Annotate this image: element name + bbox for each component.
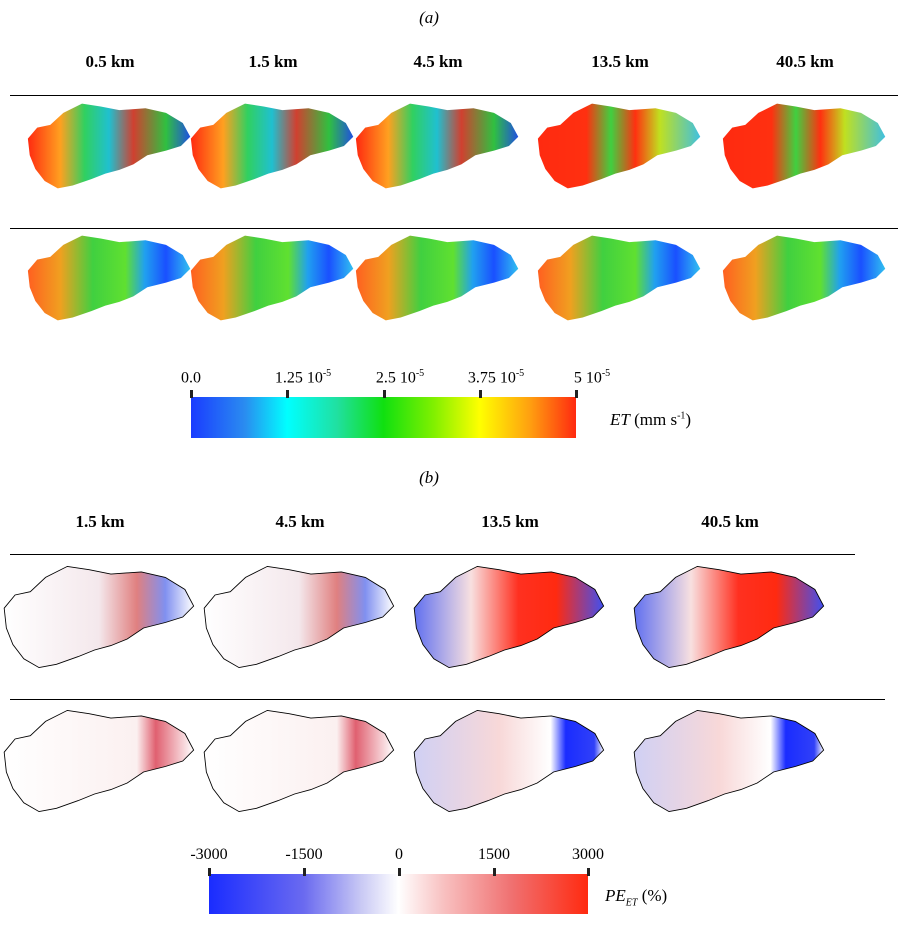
- et-map-top: [537, 103, 701, 189]
- colorbar-tick: [383, 390, 386, 398]
- pe-map-top: [3, 565, 195, 669]
- et-map-top: [355, 103, 519, 189]
- column-header: 1.5 km: [248, 52, 298, 71]
- pe-colorbar: [209, 874, 588, 914]
- pe-map-bottom: [203, 709, 395, 813]
- et-map-bottom: [355, 235, 519, 321]
- et-colorbar-unit: ET (mm s-1): [610, 410, 692, 429]
- column-header: 4.5 km: [413, 52, 463, 71]
- pe-map-bottom: [3, 709, 195, 813]
- et-map-top: [27, 103, 191, 189]
- divider: [10, 699, 885, 700]
- pe-colorbar-unit: PEET (%): [605, 886, 668, 909]
- pe-map-top: [633, 565, 825, 669]
- column-header: 1.5 km: [75, 512, 125, 531]
- colorbar-tick: [286, 390, 289, 398]
- et-map-top: [190, 103, 354, 189]
- column-header: 13.5 km: [481, 512, 539, 531]
- et-map-bottom: [537, 235, 701, 321]
- divider: [10, 554, 855, 555]
- colorbar-tick: [587, 868, 590, 876]
- colorbar-tick-label: 1500: [478, 846, 510, 863]
- pe-map-bottom: [413, 709, 605, 813]
- panel-b-label: (b): [419, 468, 439, 487]
- colorbar-tick-label: 0.0: [181, 369, 201, 387]
- colorbar-tick: [208, 868, 211, 876]
- colorbar-tick: [190, 390, 193, 398]
- colorbar-tick: [493, 868, 496, 876]
- colorbar-tick: [575, 390, 578, 398]
- colorbar-tick: [398, 868, 401, 876]
- colorbar-tick-label: 5 10-5: [573, 368, 611, 387]
- column-header: 40.5 km: [776, 52, 834, 71]
- pe-map-top: [413, 565, 605, 669]
- colorbar-tick-label: 3.75 10-5: [467, 368, 525, 387]
- divider: [10, 95, 898, 96]
- pe-map-bottom: [633, 709, 825, 813]
- pe-map-top: [203, 565, 395, 669]
- et-colorbar: [191, 397, 576, 438]
- colorbar-tick: [303, 868, 306, 876]
- panel-a-label: (a): [419, 8, 439, 27]
- column-header: 4.5 km: [275, 512, 325, 531]
- column-header: 13.5 km: [591, 52, 649, 71]
- colorbar-tick-label: -3000: [190, 846, 228, 863]
- et-map-top: [722, 103, 886, 189]
- colorbar-tick: [479, 390, 482, 398]
- et-map-bottom: [722, 235, 886, 321]
- colorbar-tick-label: 2.5 10-5: [375, 368, 425, 387]
- colorbar-tick-label: -1500: [285, 846, 323, 863]
- et-map-bottom: [27, 235, 191, 321]
- column-header: 0.5 km: [85, 52, 135, 71]
- colorbar-tick-label: 3000: [572, 846, 604, 863]
- et-map-bottom: [190, 235, 354, 321]
- divider: [10, 228, 898, 229]
- colorbar-tick-label: 0: [395, 846, 403, 863]
- colorbar-tick-label: 1.25 10-5: [274, 368, 332, 387]
- column-header: 40.5 km: [701, 512, 759, 531]
